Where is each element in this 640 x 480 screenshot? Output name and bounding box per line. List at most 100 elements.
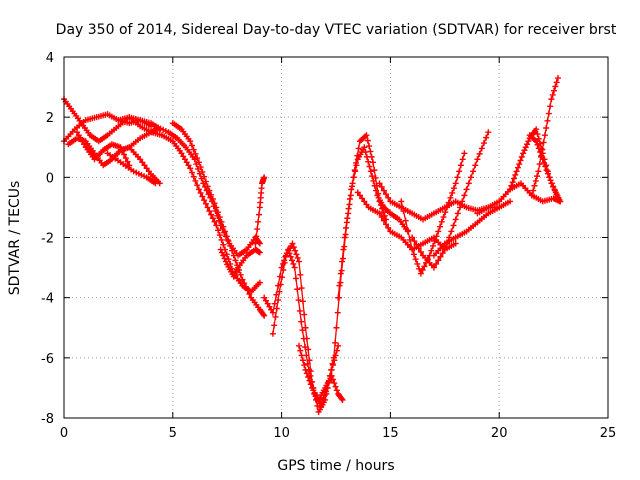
data-point-marker bbox=[279, 274, 286, 281]
data-point-marker bbox=[314, 402, 321, 409]
data-point-marker bbox=[329, 362, 336, 369]
data-point-marker bbox=[445, 199, 452, 206]
data-point-marker bbox=[256, 279, 263, 286]
data-point-marker bbox=[230, 252, 237, 259]
data-point-marker bbox=[470, 168, 477, 175]
data-point-marker bbox=[366, 143, 373, 150]
grid bbox=[64, 57, 608, 418]
data-point-marker bbox=[261, 174, 268, 181]
data-point-marker bbox=[289, 257, 296, 264]
data-point-marker bbox=[452, 180, 459, 187]
data-point-marker bbox=[221, 255, 228, 262]
series-sat-t bbox=[409, 129, 492, 271]
data-point-marker bbox=[510, 175, 517, 182]
data-point-marker bbox=[512, 171, 519, 178]
data-point-marker bbox=[302, 366, 309, 373]
data-point-marker bbox=[260, 311, 267, 318]
data-point-marker bbox=[547, 103, 554, 110]
data-point-marker bbox=[485, 129, 492, 136]
data-point-marker bbox=[242, 283, 249, 290]
data-point-marker bbox=[385, 194, 392, 201]
data-point-marker bbox=[413, 241, 420, 248]
data-point-marker bbox=[293, 251, 300, 258]
data-point-marker bbox=[255, 239, 262, 246]
data-point-marker bbox=[448, 228, 455, 235]
data-point-marker bbox=[478, 145, 485, 152]
data-point-marker bbox=[438, 218, 445, 225]
data-point-marker bbox=[199, 193, 206, 200]
data-point-marker bbox=[409, 246, 416, 253]
data-point-marker bbox=[332, 383, 339, 390]
data-point-marker bbox=[338, 395, 345, 402]
data-point-marker bbox=[345, 205, 352, 212]
data-point-marker bbox=[551, 186, 558, 193]
data-point-marker bbox=[213, 204, 220, 211]
data-point-marker bbox=[287, 253, 294, 260]
x-tick-label: 5 bbox=[169, 426, 177, 441]
series-sat-q bbox=[354, 189, 459, 253]
data-point-marker bbox=[297, 271, 304, 278]
x-axis-label: GPS time / hours bbox=[277, 458, 394, 474]
data-point-marker bbox=[452, 240, 459, 247]
data-point-marker bbox=[281, 259, 288, 266]
data-point-marker bbox=[356, 192, 363, 199]
series-sat-l bbox=[261, 246, 337, 409]
data-point-marker bbox=[273, 305, 280, 312]
data-point-marker bbox=[517, 157, 524, 164]
data-point-marker bbox=[459, 198, 466, 205]
data-point-marker bbox=[181, 156, 188, 163]
data-point-marker bbox=[122, 155, 129, 162]
data-point-marker bbox=[192, 150, 199, 157]
series-sat-j bbox=[217, 246, 263, 280]
data-point-marker bbox=[290, 260, 297, 267]
data-point-marker bbox=[508, 182, 515, 189]
data-point-marker bbox=[187, 138, 194, 145]
data-point-marker bbox=[143, 165, 150, 172]
data-point-marker bbox=[536, 161, 543, 168]
data-point-marker bbox=[525, 138, 532, 145]
data-point-marker bbox=[328, 366, 335, 373]
data-point-marker bbox=[119, 147, 126, 154]
series-sat-e bbox=[104, 150, 159, 187]
data-point-marker bbox=[437, 223, 444, 230]
data-point-marker bbox=[450, 222, 457, 229]
series-sat-h bbox=[126, 129, 263, 295]
data-point-marker bbox=[223, 251, 230, 258]
data-point-marker bbox=[253, 233, 260, 240]
data-point-marker bbox=[480, 140, 487, 147]
data-point-marker bbox=[294, 254, 301, 261]
data-point-marker bbox=[376, 180, 383, 187]
data-point-marker bbox=[533, 138, 540, 145]
data-point-marker bbox=[213, 222, 220, 229]
data-point-marker bbox=[361, 144, 368, 151]
data-point-marker bbox=[190, 146, 197, 153]
data-point-marker bbox=[400, 208, 407, 215]
data-point-marker bbox=[256, 249, 263, 256]
data-point-marker bbox=[290, 244, 297, 251]
data-point-marker bbox=[335, 294, 342, 301]
data-point-marker bbox=[255, 211, 262, 218]
data-point-marker bbox=[404, 227, 411, 234]
data-point-marker bbox=[228, 247, 235, 254]
data-point-marker bbox=[353, 162, 360, 169]
data-point-marker bbox=[294, 286, 301, 293]
data-point-marker bbox=[139, 159, 146, 166]
data-point-marker bbox=[254, 226, 261, 233]
data-point-marker bbox=[367, 168, 374, 175]
data-point-marker bbox=[211, 218, 218, 225]
data-point-marker bbox=[215, 227, 222, 234]
data-point-marker bbox=[185, 162, 192, 169]
data-point-marker bbox=[528, 192, 535, 199]
data-point-marker bbox=[370, 177, 377, 184]
data-point-marker bbox=[322, 396, 329, 403]
data-point-marker bbox=[208, 191, 215, 198]
data-point-marker bbox=[553, 79, 560, 86]
data-point-marker bbox=[333, 387, 340, 394]
data-point-marker bbox=[192, 177, 199, 184]
data-point-marker bbox=[275, 297, 282, 304]
data-point-marker bbox=[222, 258, 229, 265]
data-point-marker bbox=[261, 312, 268, 319]
data-point-marker bbox=[483, 134, 490, 141]
data-point-marker bbox=[457, 162, 464, 169]
data-point-marker bbox=[538, 152, 545, 159]
